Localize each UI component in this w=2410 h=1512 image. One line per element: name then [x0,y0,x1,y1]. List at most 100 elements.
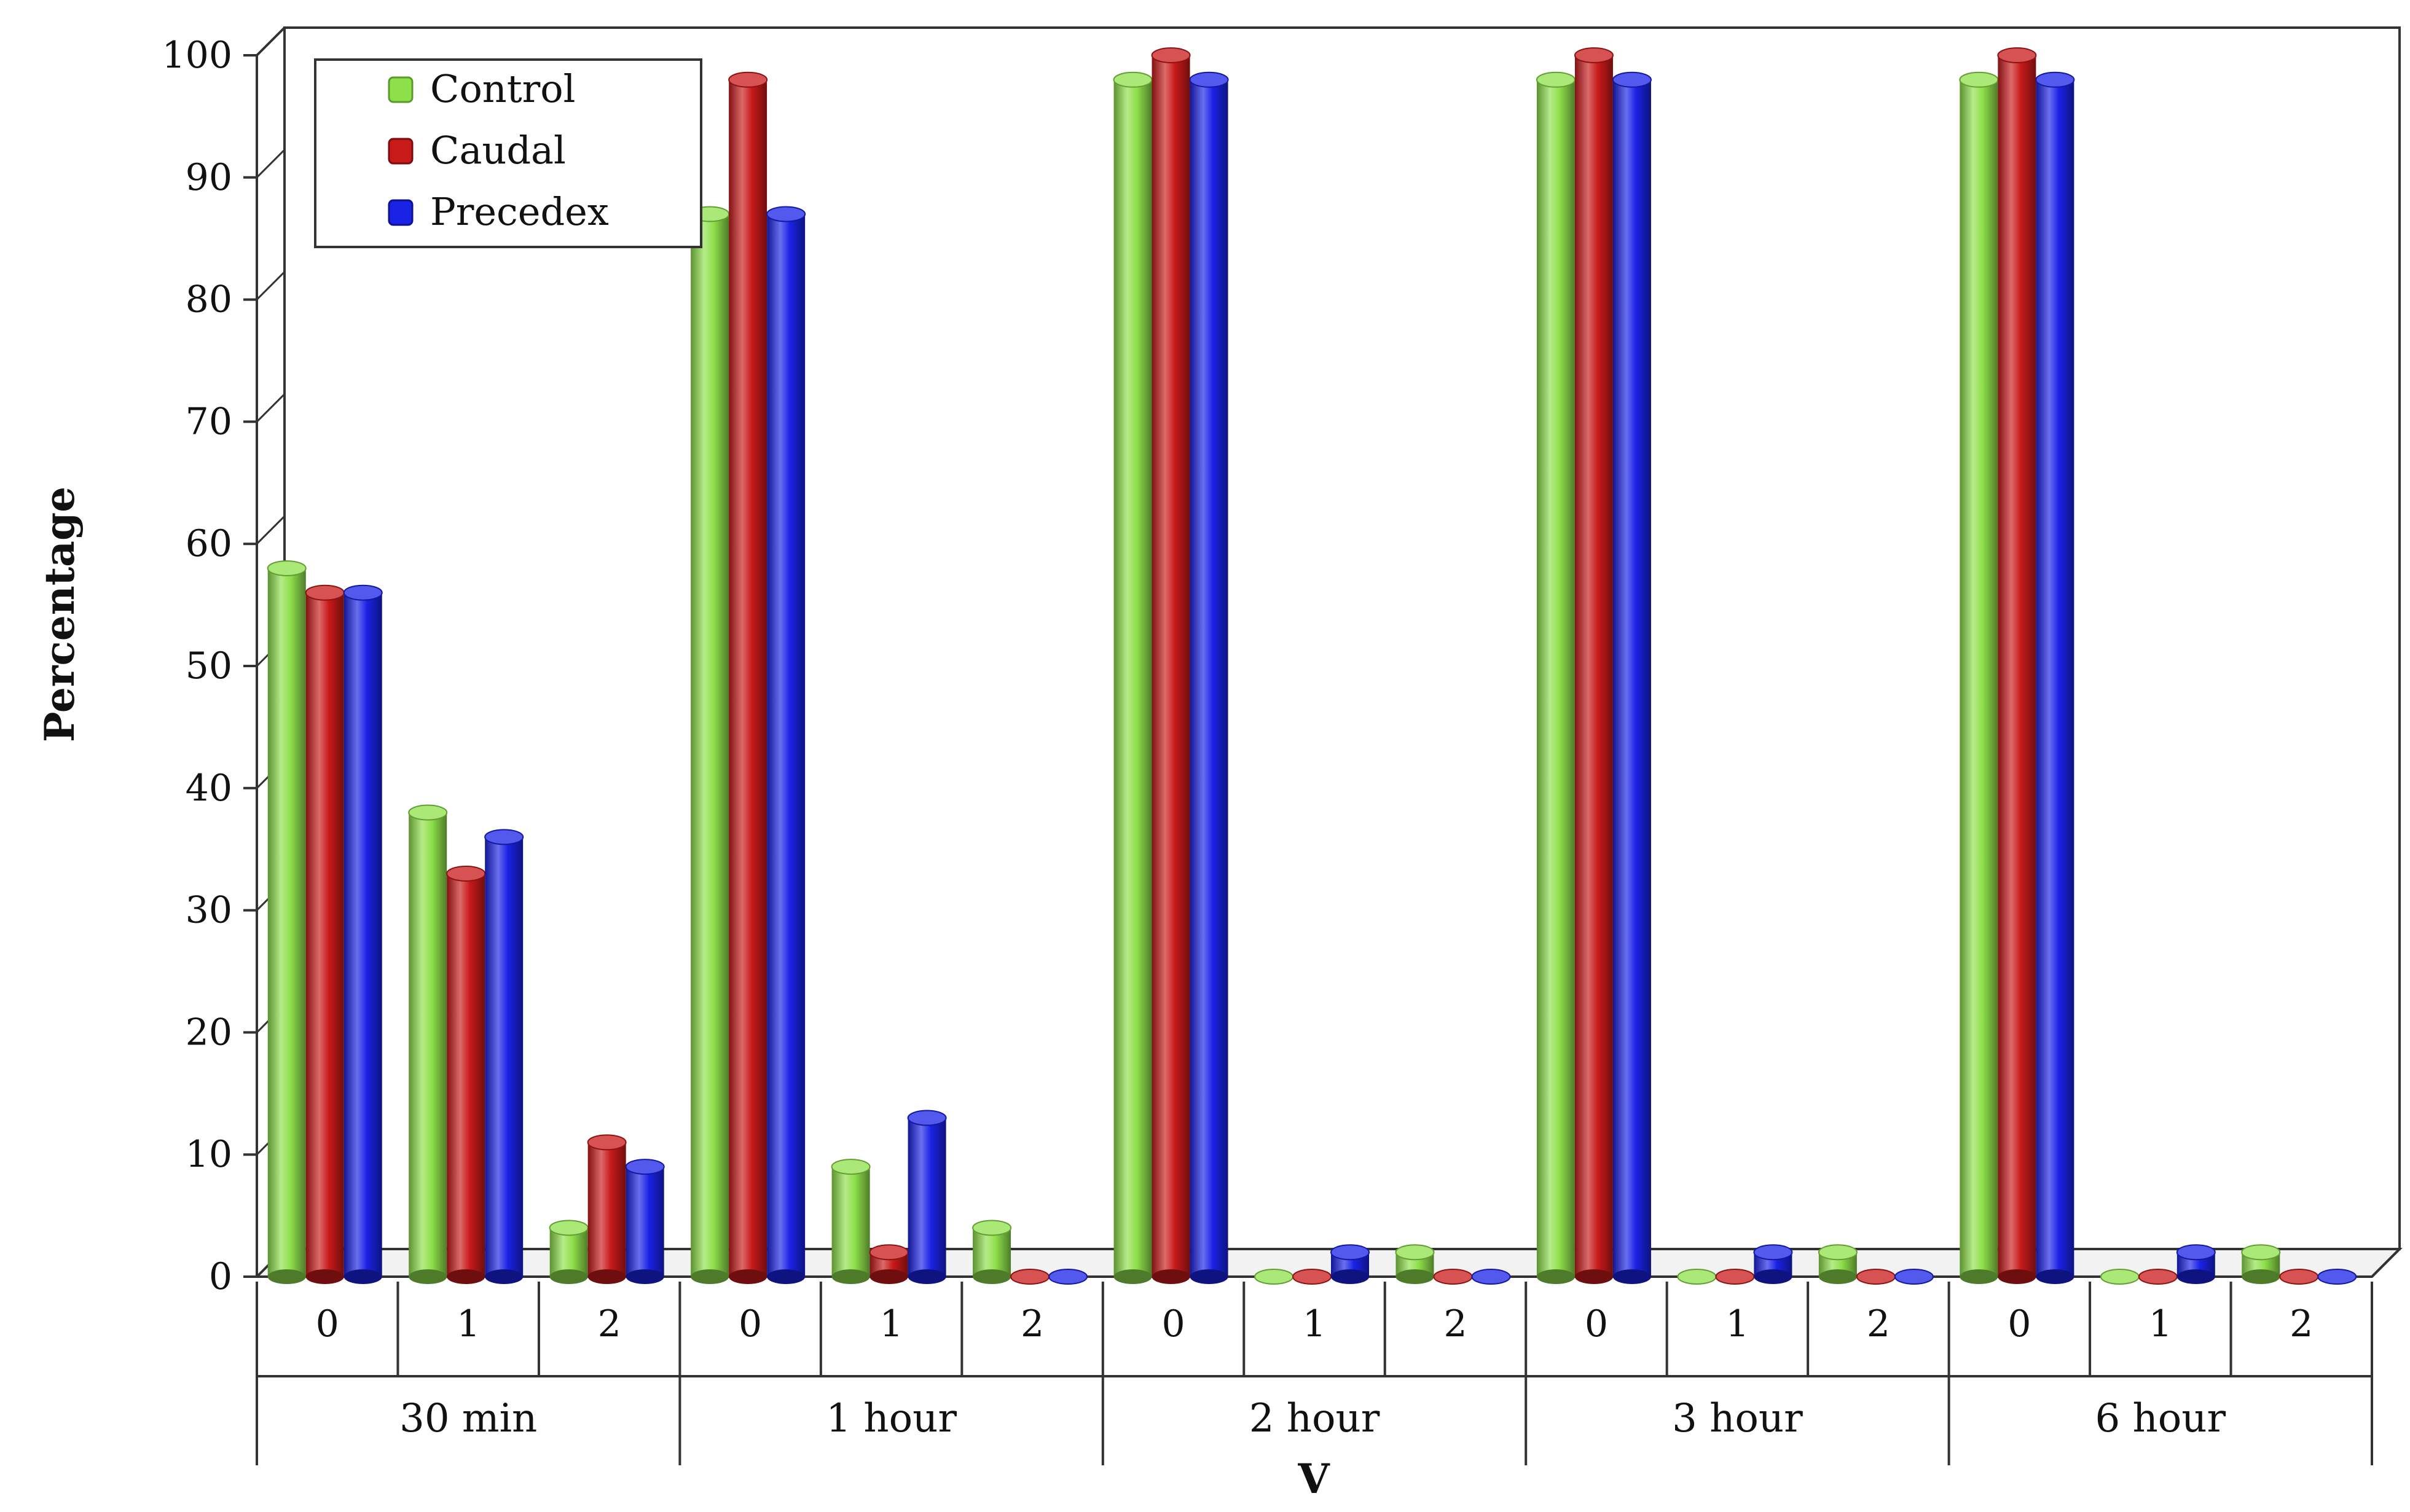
bar-caudal-6-hour-0 [1997,47,2037,1284]
x-category-label: 2 [1867,1302,1890,1346]
bar-cap [1677,1269,1717,1285]
x-category-label: 0 [316,1302,339,1346]
x-group-label: 30 min [399,1396,537,1441]
bar-cap [2138,1269,2178,1285]
y-tick-label: 0 [209,1255,232,1298]
bar-body [485,837,524,1277]
bar-precedex-6-hour-2 [2317,1269,2357,1285]
bar-caudal-2-hour-2 [1433,1269,1473,1285]
bar-cap [1330,1244,1370,1261]
bar-body [1113,79,1152,1277]
bar-base [1190,1269,1228,1284]
bar-cap [2176,1244,2216,1261]
bar-body [1998,55,2036,1277]
bar-base [973,1269,1011,1284]
x-group-label: 3 hour [1672,1396,1803,1441]
bar-base [1818,1269,1857,1284]
y-tick-label: 70 [186,400,232,443]
bar-body [1152,55,1190,1277]
bar-caudal-1-hour-0 [728,71,768,1284]
bar-body [908,1118,946,1277]
bar-precedex-30-min-1 [484,829,524,1284]
bar-cap [1997,47,2037,63]
y-tick-depth-line [256,149,286,178]
y-tick-label: 40 [186,767,232,810]
bar-body [1536,79,1575,1277]
bar-cap [625,1159,665,1175]
bar-base [409,1269,447,1284]
bar-body [691,214,729,1277]
bar-precedex-1-hour-1 [907,1110,947,1284]
bar-base [267,1269,306,1284]
bar-caudal-1-hour-1 [869,1244,909,1284]
bar-caudal-3-hour-2 [1856,1269,1896,1285]
bar-precedex-3-hour-0 [1612,71,1652,1284]
bar-caudal-3-hour-1 [1715,1269,1755,1285]
bar-cap [1574,47,1614,63]
bar-body [549,1228,588,1277]
bar-body [1190,79,1228,1277]
y-axis: 0 10 20 30 40 50 60 70 80 90 100 [162,26,286,1298]
bar-base [1754,1269,1792,1284]
x-category-label: 0 [1161,1302,1185,1346]
bar-cap [1010,1269,1050,1285]
bar-body [1612,79,1651,1277]
bar-cap [267,560,307,576]
bar-control-3-hour-1 [1677,1269,1717,1285]
legend-box [314,58,702,248]
bar-caudal-30-min-1 [446,865,486,1284]
bar-cap [1189,71,1229,88]
bar-cap [907,1110,947,1126]
bar-body [305,592,344,1277]
bar-caudal-30-min-2 [587,1134,627,1284]
bar-control-1-hour-2 [972,1220,1012,1284]
bar-cap [972,1220,1012,1236]
bar-cap [1292,1269,1332,1285]
bar-cap [408,804,448,821]
bar-base [447,1269,485,1284]
bar-caudal-1-hour-2 [1010,1269,1050,1285]
bar-cap [343,584,383,601]
bar-precedex-2-hour-0 [1189,71,1229,1284]
legend-label-caudal: Caudal [430,128,566,173]
legend-swatch-precedex [388,199,414,226]
bar-base [729,1269,767,1284]
x-category-label: 0 [1585,1302,1608,1346]
x-category-label: 2 [1021,1302,1044,1346]
bar-body [2036,79,2074,1277]
x-axis: 0 1 2 30 min 0 1 2 1 hour 0 1 2 2 hour 0 1 2 3 hour 0 1 2 6… [256,1282,2373,1465]
bar-base [2176,1269,2215,1284]
bar-control-6-hour-1 [2100,1269,2140,1285]
bar-base [831,1269,870,1284]
bar-precedex-6-hour-0 [2035,71,2075,1284]
bar-precedex-6-hour-1 [2176,1244,2216,1284]
bar-control-3-hour-2 [1818,1244,1858,1284]
legend-label-control: Control [430,66,575,111]
x-category-label: 0 [739,1302,762,1346]
bar-control-30-min-2 [549,1220,589,1284]
bar-control-6-hour-0 [1959,71,1999,1284]
bar-cap [1254,1269,1293,1285]
bar-base [1113,1269,1152,1284]
bar-cap [1536,71,1576,88]
bar-control-30-min-1 [408,804,448,1284]
bar-cap [2035,71,2075,88]
bar-cap [2279,1269,2319,1285]
bar-base [1574,1269,1613,1284]
bar-body [973,1228,1011,1277]
bar-caudal-2-hour-1 [1292,1269,1332,1285]
bar-body [267,568,306,1277]
bar-precedex-3-hour-2 [1894,1269,1934,1285]
y-tick-label: 90 [186,156,232,199]
legend-swatch-caudal [388,138,414,165]
x-category-label: 1 [880,1302,903,1346]
bar-base [1998,1269,2036,1284]
y-tick-label: 80 [186,278,232,321]
bar-base [626,1269,664,1284]
x-group-label: 2 hour [1249,1396,1380,1441]
x-category-label: 1 [2149,1302,2172,1346]
bar-cap [1433,1269,1473,1285]
bar-base [305,1269,344,1284]
bar-control-2-hour-0 [1113,71,1153,1284]
